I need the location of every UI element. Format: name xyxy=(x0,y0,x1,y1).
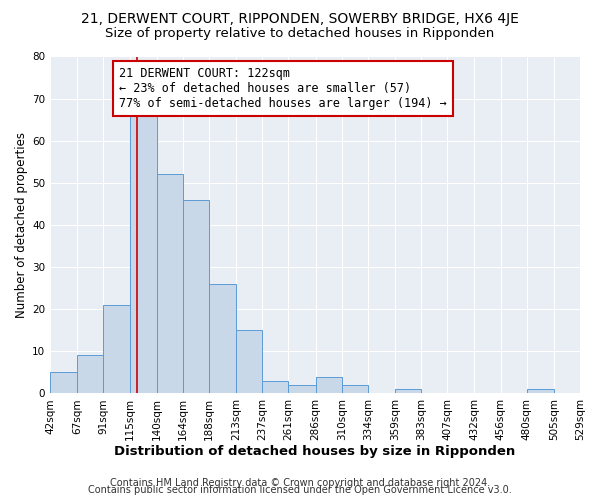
Bar xyxy=(209,284,236,394)
Bar xyxy=(50,372,77,394)
Bar xyxy=(316,376,342,394)
Text: 21, DERWENT COURT, RIPPONDEN, SOWERBY BRIDGE, HX6 4JE: 21, DERWENT COURT, RIPPONDEN, SOWERBY BR… xyxy=(81,12,519,26)
Y-axis label: Number of detached properties: Number of detached properties xyxy=(15,132,28,318)
Bar xyxy=(157,174,183,394)
X-axis label: Distribution of detached houses by size in Ripponden: Distribution of detached houses by size … xyxy=(115,444,516,458)
Text: 21 DERWENT COURT: 122sqm
← 23% of detached houses are smaller (57)
77% of semi-d: 21 DERWENT COURT: 122sqm ← 23% of detach… xyxy=(119,66,447,110)
Bar xyxy=(130,107,157,394)
Bar xyxy=(289,385,316,394)
Bar xyxy=(527,389,554,394)
Bar xyxy=(342,385,368,394)
Text: Contains HM Land Registry data © Crown copyright and database right 2024.: Contains HM Land Registry data © Crown c… xyxy=(110,478,490,488)
Text: Size of property relative to detached houses in Ripponden: Size of property relative to detached ho… xyxy=(106,28,494,40)
Bar xyxy=(77,356,103,394)
Bar xyxy=(395,389,421,394)
Text: Contains public sector information licensed under the Open Government Licence v3: Contains public sector information licen… xyxy=(88,485,512,495)
Bar xyxy=(262,380,289,394)
Bar xyxy=(236,330,262,394)
Bar xyxy=(103,305,130,394)
Bar xyxy=(183,200,209,394)
